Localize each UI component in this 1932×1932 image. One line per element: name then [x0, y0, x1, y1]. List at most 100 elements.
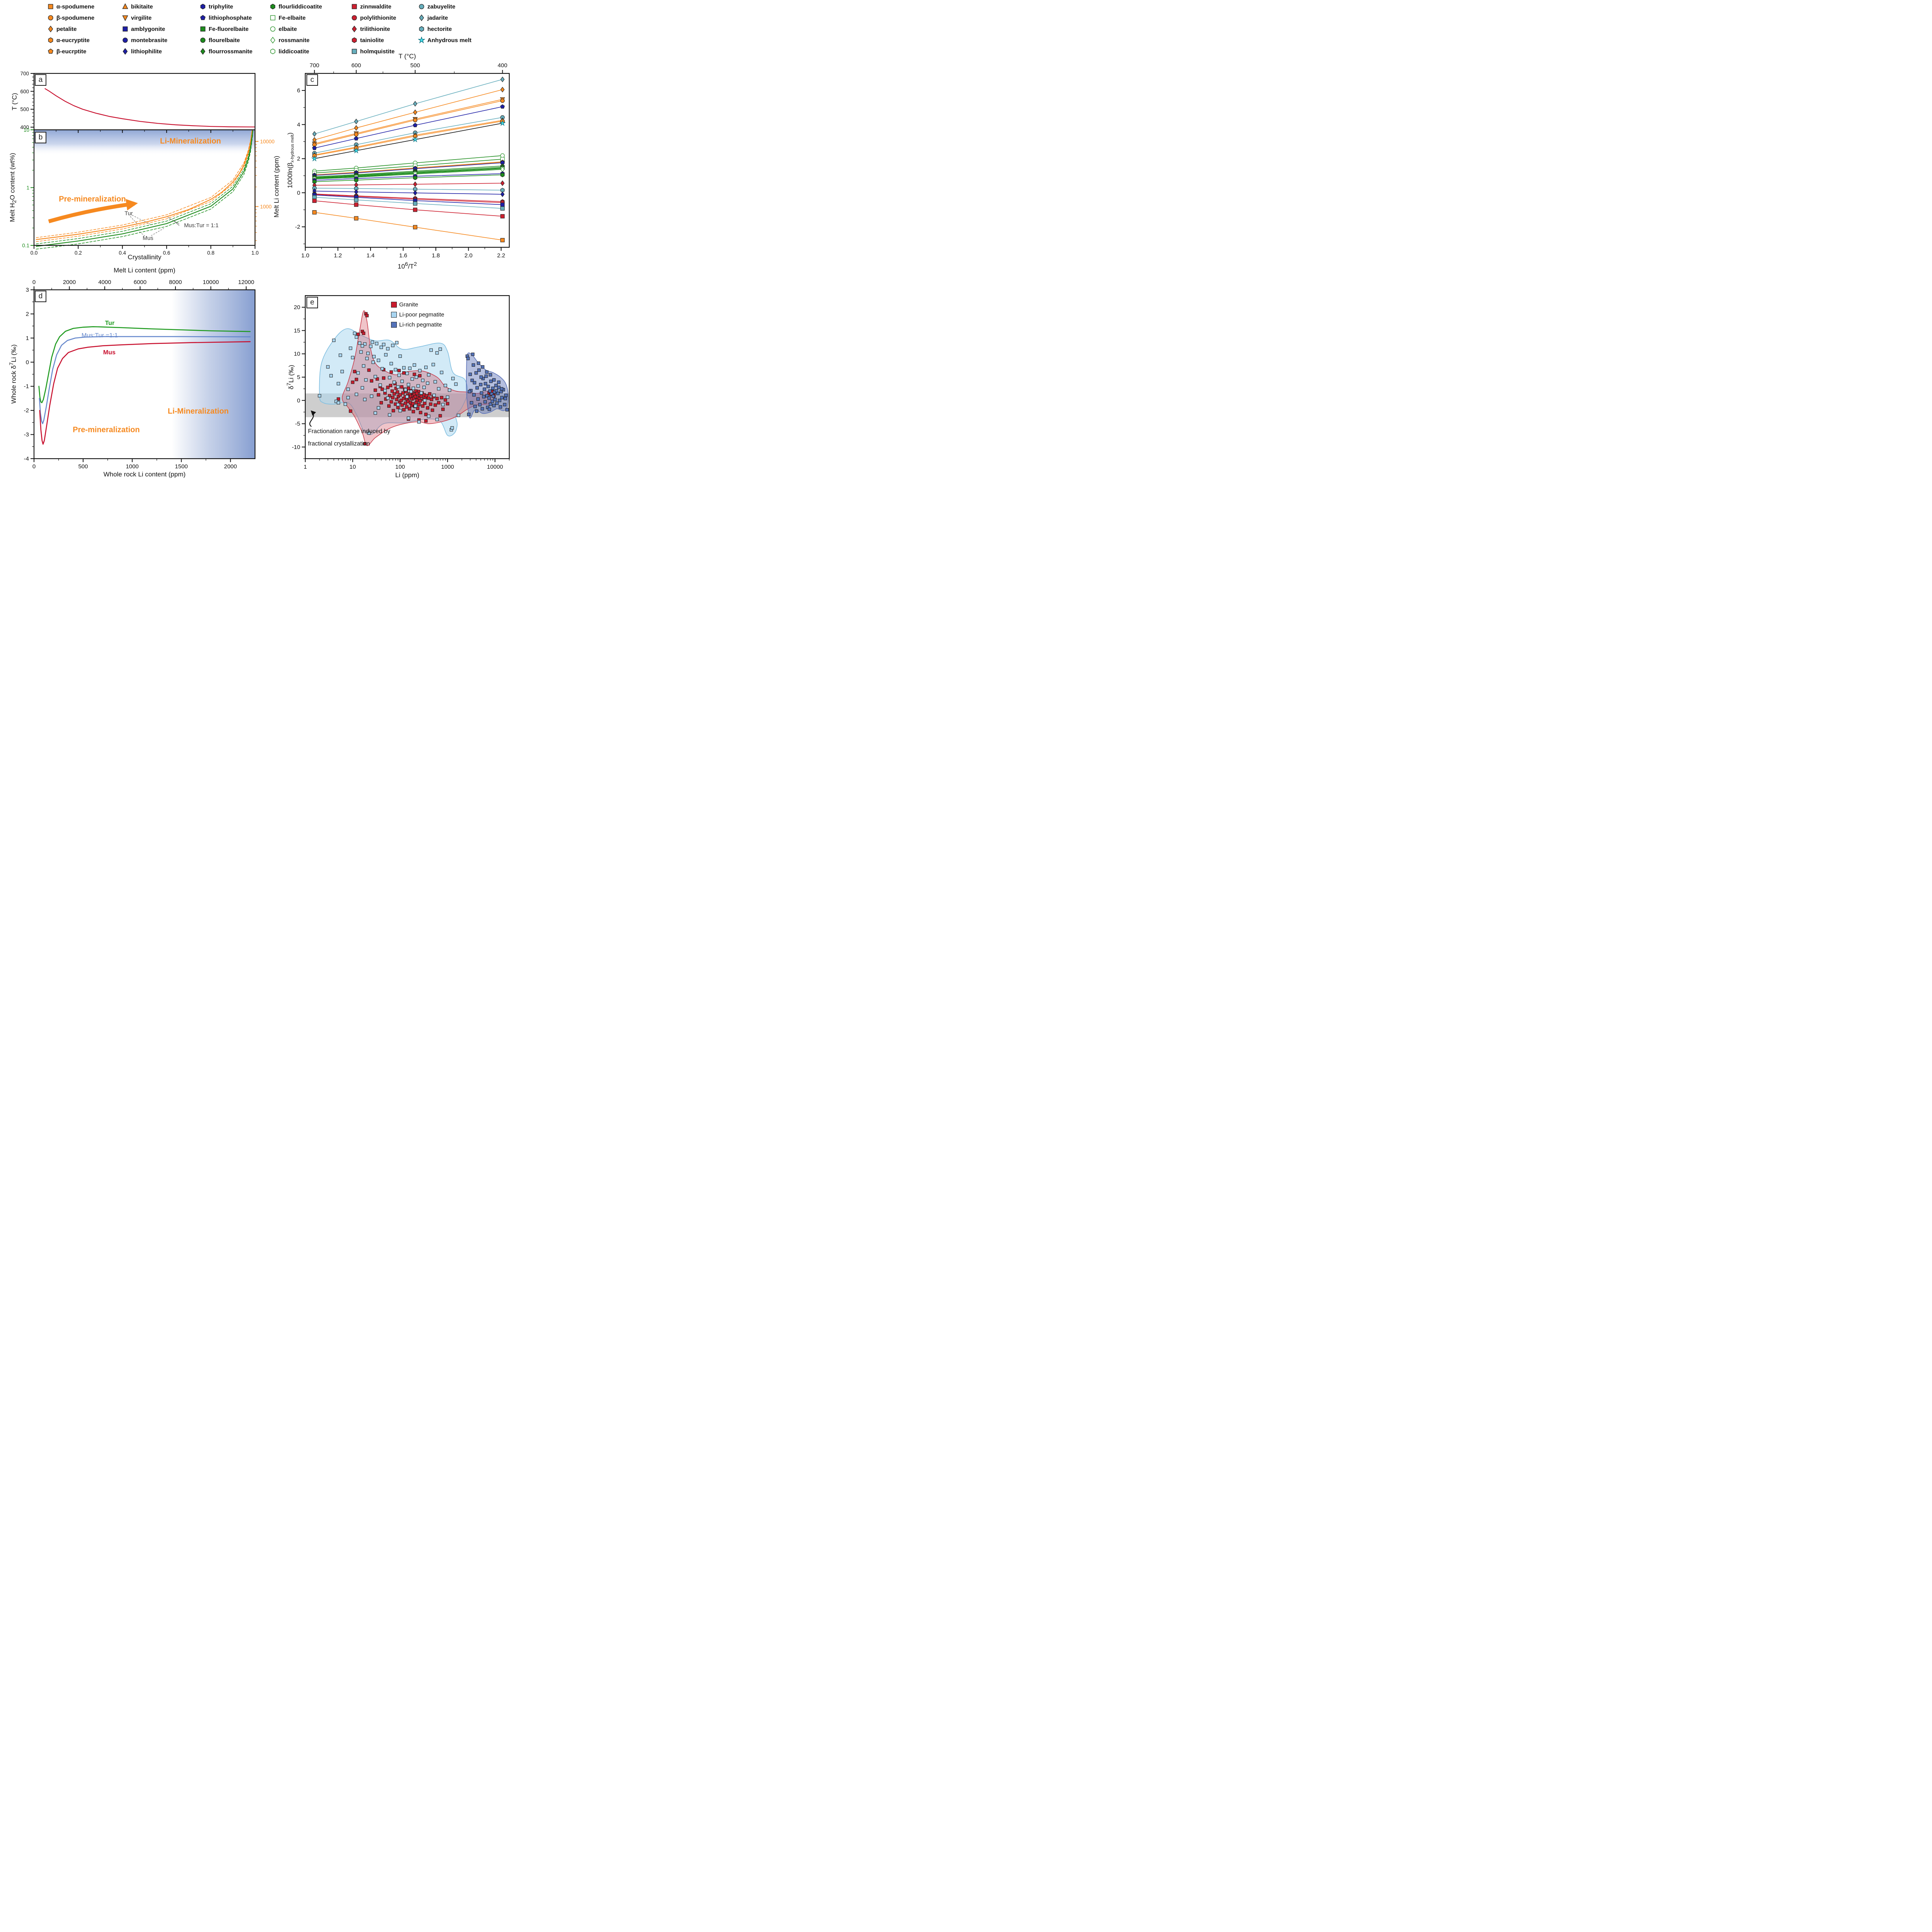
svg-text:10000: 10000 — [487, 464, 503, 470]
svg-text:500: 500 — [20, 107, 29, 112]
pentagon-icon — [48, 48, 53, 54]
svg-text:0: 0 — [297, 397, 300, 404]
svg-text:10: 10 — [294, 351, 300, 357]
triup-icon — [122, 3, 128, 9]
granite-field — [342, 310, 496, 446]
svg-text:2.0: 2.0 — [464, 252, 473, 259]
hexagon-icon — [270, 48, 276, 54]
svg-text:1: 1 — [26, 185, 29, 191]
svg-text:0.0: 0.0 — [31, 250, 38, 256]
granite-swatch — [391, 302, 397, 308]
svg-text:0.1: 0.1 — [22, 243, 29, 248]
legend-item-montebrasite: montebrasite — [122, 37, 167, 44]
svg-text:1.0: 1.0 — [301, 252, 310, 259]
legend-item-β-spodumene: β-spodumene — [47, 14, 94, 21]
svg-text:10: 10 — [349, 464, 356, 470]
svg-text:5: 5 — [297, 374, 300, 381]
square-icon — [200, 26, 206, 32]
svg-text:-1: -1 — [24, 383, 29, 390]
b-pre-mineralization-label: Pre-mineralization — [59, 195, 126, 204]
svg-text:1.2: 1.2 — [334, 252, 342, 259]
svg-text:0: 0 — [32, 463, 36, 470]
legend-item-lithiophosphate: lithiophosphate — [199, 14, 252, 21]
svg-text:12000: 12000 — [238, 279, 254, 286]
d-mustur-label: Mus:Tur =1:1 — [81, 332, 118, 339]
d-tur-label: Tur — [105, 320, 115, 327]
circle-icon — [200, 37, 206, 43]
svg-text:1500: 1500 — [175, 463, 188, 470]
svg-text:500: 500 — [78, 463, 88, 470]
svg-text:1000: 1000 — [441, 464, 454, 470]
b-mustur-label: Mus:Tur = 1:1 — [184, 223, 219, 229]
legend-item-α-eucryptite: α-eucryptite — [47, 37, 90, 44]
b-mus-label: Mus — [143, 235, 153, 242]
svg-text:-5: -5 — [295, 421, 300, 427]
panel-letter-a: a — [35, 74, 46, 86]
c-xlabel-top: T (°C) — [398, 53, 416, 60]
d-xlabel: Whole rock Li content (ppm) — [103, 471, 186, 478]
square-icon — [122, 26, 128, 32]
svg-text:3: 3 — [26, 287, 29, 293]
svg-text:6: 6 — [297, 87, 300, 94]
e-legend-li-poor: Li-poor pegmatite — [391, 311, 444, 318]
diamond-icon — [48, 26, 53, 32]
circle-icon — [352, 15, 357, 20]
star-icon — [418, 37, 425, 44]
hexagon-icon — [48, 37, 53, 43]
diamond-icon — [352, 26, 357, 32]
svg-text:4: 4 — [297, 121, 300, 128]
b-xlabel: Crystallinity — [128, 253, 162, 261]
square-icon — [270, 15, 276, 20]
legend-item-virgilite: virgilite — [122, 14, 151, 21]
hexagon-icon — [270, 3, 276, 10]
panel-letter-c: c — [306, 74, 318, 86]
svg-text:700: 700 — [310, 62, 319, 69]
legend-item-zinnwaldite: zinnwaldite — [351, 3, 391, 10]
legend-item-Anhydrous-melt: Anhydrous melt — [418, 37, 471, 44]
svg-text:400: 400 — [498, 62, 507, 69]
svg-text:0.2: 0.2 — [75, 250, 82, 256]
e-xlabel: Li (ppm) — [395, 471, 420, 479]
svg-text:15: 15 — [294, 327, 300, 334]
svg-text:0.6: 0.6 — [163, 250, 170, 256]
svg-text:1.6: 1.6 — [399, 252, 407, 259]
svg-text:-3: -3 — [24, 432, 29, 438]
e-legend-li-rich: Li-rich pegmatite — [391, 321, 442, 328]
svg-text:600: 600 — [351, 62, 361, 69]
d-xlabel-top: Melt Li content (ppm) — [114, 267, 175, 274]
li-rich-swatch — [391, 322, 397, 328]
svg-text:0: 0 — [297, 190, 300, 196]
diamond-icon — [270, 37, 276, 44]
svg-text:1000: 1000 — [126, 463, 139, 470]
svg-text:1.4: 1.4 — [367, 252, 375, 259]
b-ylabel: Melt H2O content (wt%) — [9, 153, 18, 222]
panel-e: 1 10 100 1000 10000 -10 -5 0 5 10 15 20 — [292, 304, 510, 470]
svg-text:0: 0 — [32, 279, 36, 286]
diamond-icon — [122, 48, 128, 55]
legend-item-trilithionite: trilithionite — [351, 26, 390, 32]
legend-item-α-spodumene: α-spodumene — [47, 3, 94, 10]
svg-text:10: 10 — [24, 127, 29, 133]
svg-text:2: 2 — [297, 156, 300, 162]
legend-item-flourelbaite: flourelbaite — [199, 37, 240, 44]
legend-item-Fe-fluorelbaite: Fe-fluorelbaite — [199, 26, 248, 32]
svg-text:1: 1 — [26, 335, 29, 342]
e-legend-granite: Granite — [391, 301, 418, 308]
legend-item-rossmanite: rossmanite — [269, 37, 310, 44]
d-ylabel: Whole rock δ7Li (‰) — [9, 344, 17, 404]
svg-text:2.2: 2.2 — [497, 252, 505, 259]
note-arrow — [309, 410, 316, 427]
d-pre-mineralization-label: Pre-mineralization — [73, 425, 140, 434]
legend-item-zabuyelite: zabuyelite — [418, 3, 456, 10]
legend-item-hectorite: hectorite — [418, 26, 452, 32]
c-xlabel: 106/T2 — [398, 261, 417, 270]
hexagon-icon — [352, 37, 357, 43]
svg-text:0.8: 0.8 — [207, 250, 214, 256]
svg-text:0: 0 — [26, 359, 29, 366]
a-ylabel: T (°C) — [11, 93, 18, 111]
legend-item-β-eucrptite: β-eucrptite — [47, 48, 87, 55]
e-ylabel: δ7Li (‰) — [286, 365, 295, 389]
diamond-icon — [200, 48, 206, 55]
svg-text:500: 500 — [410, 62, 420, 69]
